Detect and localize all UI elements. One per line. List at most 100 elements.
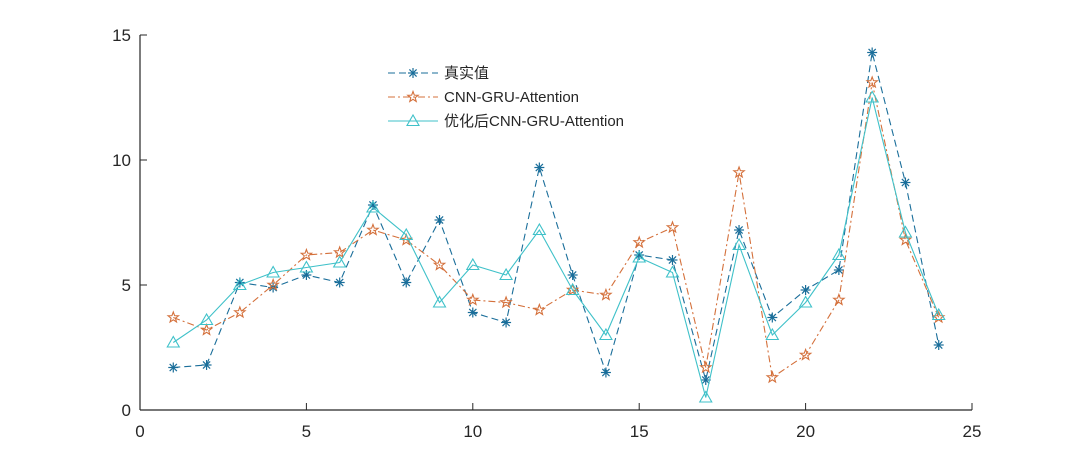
asterisk-stroke — [468, 308, 477, 317]
data-point — [632, 235, 646, 249]
data-point — [867, 47, 878, 58]
data-point — [465, 257, 480, 271]
data-point — [900, 177, 911, 188]
data-point — [434, 215, 445, 225]
data-point — [166, 310, 181, 324]
data-point — [732, 237, 746, 251]
asterisk-stroke — [368, 200, 377, 210]
data-point — [168, 362, 179, 373]
data-point — [898, 232, 913, 246]
axis-ticks: 0 5 10 15 20 25 0 5 10 15 — [112, 26, 981, 441]
data-point — [199, 322, 214, 336]
data-point — [833, 265, 844, 275]
asterisk-stroke — [502, 318, 511, 327]
data-point — [765, 327, 780, 341]
x-tick-label: 0 — [135, 422, 144, 441]
series-layer — [166, 47, 946, 403]
asterisk-stroke — [668, 255, 677, 265]
series-line — [172, 97, 940, 398]
data-point — [366, 200, 380, 213]
legend-marker — [406, 89, 420, 103]
x-tick-label: 20 — [796, 422, 815, 441]
data-point — [201, 360, 212, 370]
data-point — [466, 292, 480, 306]
data-point — [532, 222, 547, 236]
data-point — [598, 327, 613, 341]
series-line — [173, 82, 940, 379]
data-point — [865, 75, 879, 89]
data-point — [499, 295, 513, 309]
asterisk-stroke — [601, 368, 610, 377]
asterisk-stroke — [934, 340, 943, 350]
asterisk-stroke — [568, 270, 577, 280]
data-point — [800, 285, 811, 295]
data-point — [266, 277, 280, 291]
data-point — [299, 247, 314, 261]
data-point — [166, 335, 181, 348]
data-point — [632, 250, 647, 263]
legend: 真实值 CNN-GRU-Attention 优化后CNN-GRU-Attention — [388, 64, 624, 130]
data-point — [501, 317, 512, 328]
x-tick-label: 25 — [963, 422, 982, 441]
x-tick-label: 10 — [463, 422, 482, 441]
data-point — [299, 260, 314, 273]
legend-marker — [408, 68, 418, 78]
legend-entry: 优化后CNN-GRU-Attention — [388, 113, 624, 130]
data-point — [931, 307, 946, 321]
asterisk-stroke — [435, 215, 444, 225]
data-point — [301, 270, 312, 280]
data-point — [534, 162, 545, 173]
data-point — [734, 225, 745, 235]
legend-entry: CNN-GRU-Attention — [388, 89, 579, 106]
data-point — [366, 222, 380, 236]
data-point — [432, 295, 447, 308]
asterisk-stroke — [834, 265, 843, 275]
asterisk-stroke — [235, 278, 244, 287]
data-point — [831, 247, 846, 261]
x-tick-label: 5 — [302, 422, 311, 441]
data-point — [266, 265, 281, 278]
data-point — [232, 277, 247, 291]
asterisk-stroke — [402, 278, 411, 287]
asterisk-stroke — [735, 225, 744, 235]
data-point — [798, 347, 813, 361]
data-point — [199, 312, 214, 326]
legend-entry: 真实值 — [388, 64, 489, 82]
data-point — [933, 340, 944, 350]
asterisk-stroke — [169, 363, 178, 372]
series-3 — [166, 90, 946, 403]
legend-label: CNN-GRU-Attention — [444, 89, 579, 106]
data-point — [567, 270, 578, 280]
data-point — [665, 220, 680, 234]
data-point — [732, 165, 746, 179]
y-tick-label: 0 — [122, 401, 131, 420]
asterisk-stroke — [868, 48, 877, 57]
asterisk-stroke — [801, 285, 810, 295]
data-point — [399, 227, 414, 241]
asterisk-stroke — [768, 313, 777, 322]
axes — [139, 35, 972, 411]
data-point — [532, 302, 547, 316]
data-point — [401, 277, 412, 288]
data-point — [698, 390, 713, 403]
legend-marker — [406, 113, 420, 127]
data-point — [432, 257, 447, 271]
asterisk-stroke — [202, 360, 211, 370]
legend-label: 优化后CNN-GRU-Attention — [444, 113, 624, 130]
legend-label: 真实值 — [444, 64, 489, 82]
data-point — [334, 277, 345, 288]
x-tick-label: 15 — [630, 422, 649, 441]
data-point — [599, 287, 613, 301]
data-point — [832, 292, 846, 306]
data-point — [499, 267, 514, 281]
asterisk-stroke — [901, 178, 910, 187]
y-tick-label: 5 — [122, 276, 131, 295]
data-point — [233, 305, 247, 319]
data-point — [699, 360, 713, 374]
y-tick-label: 15 — [112, 26, 131, 45]
asterisk-stroke — [635, 250, 644, 260]
asterisk-stroke — [535, 163, 544, 172]
data-point — [898, 225, 913, 238]
y-tick-label: 10 — [112, 151, 131, 170]
